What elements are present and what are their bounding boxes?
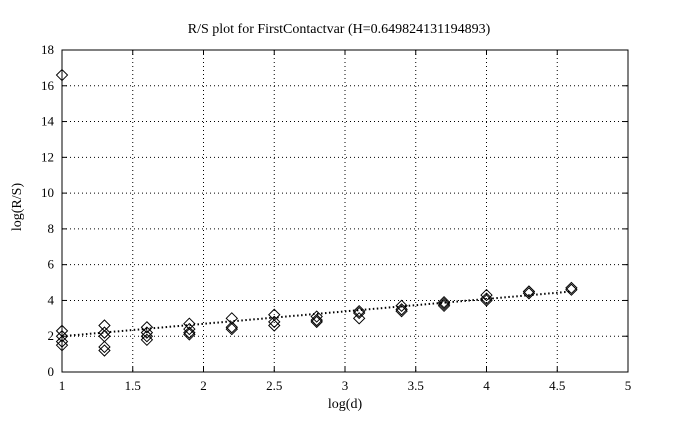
data-point [98,330,111,343]
x-tick-label: 4.5 [549,378,565,393]
data-point [268,319,281,332]
fit-line [61,290,572,338]
data-point [55,338,69,352]
plot-frame [61,49,629,373]
x-tick-label: 2 [200,378,207,393]
y-tick-label: 0 [48,364,55,379]
data-point [437,299,451,313]
data-point [352,304,366,318]
data-point [225,321,239,334]
data-point [183,328,196,341]
data-point [310,310,323,323]
y-axis-label: log(R/S) [10,182,25,232]
data-point [395,304,408,318]
data-point [225,322,239,336]
x-tick-label: 5 [625,378,632,393]
data-point [310,315,323,329]
data-point [522,285,536,298]
x-axis-label: log(d) [327,397,363,412]
y-tick-label: 2 [48,328,55,343]
data-point [98,340,111,354]
tick-labels: 1 1.5 2 2.5 3 3.5 4 4.5 5 0 2 4 6 8 10 12 14 16 18 [41,42,631,393]
data-point [140,330,154,343]
data-point [352,306,366,320]
data-point [352,312,366,325]
y-tick-label: 18 [41,42,54,57]
data-point [437,296,451,309]
data-point [310,313,323,327]
chart-title: R/S plot for FirstContactvar (H=0.649824… [187,22,491,37]
data-point [480,292,493,305]
y-tick-label: 14 [41,114,55,129]
data-point [55,335,69,348]
data-point [395,299,408,313]
data-point [183,326,196,339]
y-tick-label: 10 [41,185,54,200]
data-point [98,344,111,357]
data-point [437,297,451,311]
data-point [55,330,69,343]
x-tick-label: 1.5 [125,378,141,393]
data-point [268,315,281,329]
data-points [55,68,578,357]
data-point [183,322,196,336]
y-tick-label: 4 [48,292,55,307]
data-point [395,303,408,316]
axes [61,49,629,373]
x-tick-label: 4 [483,378,490,393]
y-tick-label: 12 [41,149,54,164]
data-point [140,333,154,347]
y-tick-label: 8 [48,221,55,236]
grid [62,50,628,372]
y-tick-label: 6 [48,257,55,272]
data-point [98,326,111,339]
data-point [522,287,536,300]
data-point [565,281,578,295]
x-tick-label: 3 [342,378,349,393]
data-point [98,319,111,332]
data-point [565,283,578,296]
data-point [140,321,154,334]
x-tick-label: 3.5 [408,378,424,393]
data-point [55,68,69,82]
y-tick-label: 16 [41,78,55,93]
data-point [480,288,493,302]
x-tick-label: 2.5 [266,378,282,393]
regression-line [61,290,572,338]
x-tick-label: 1 [59,378,66,393]
data-point [480,294,493,307]
data-point [140,326,154,339]
